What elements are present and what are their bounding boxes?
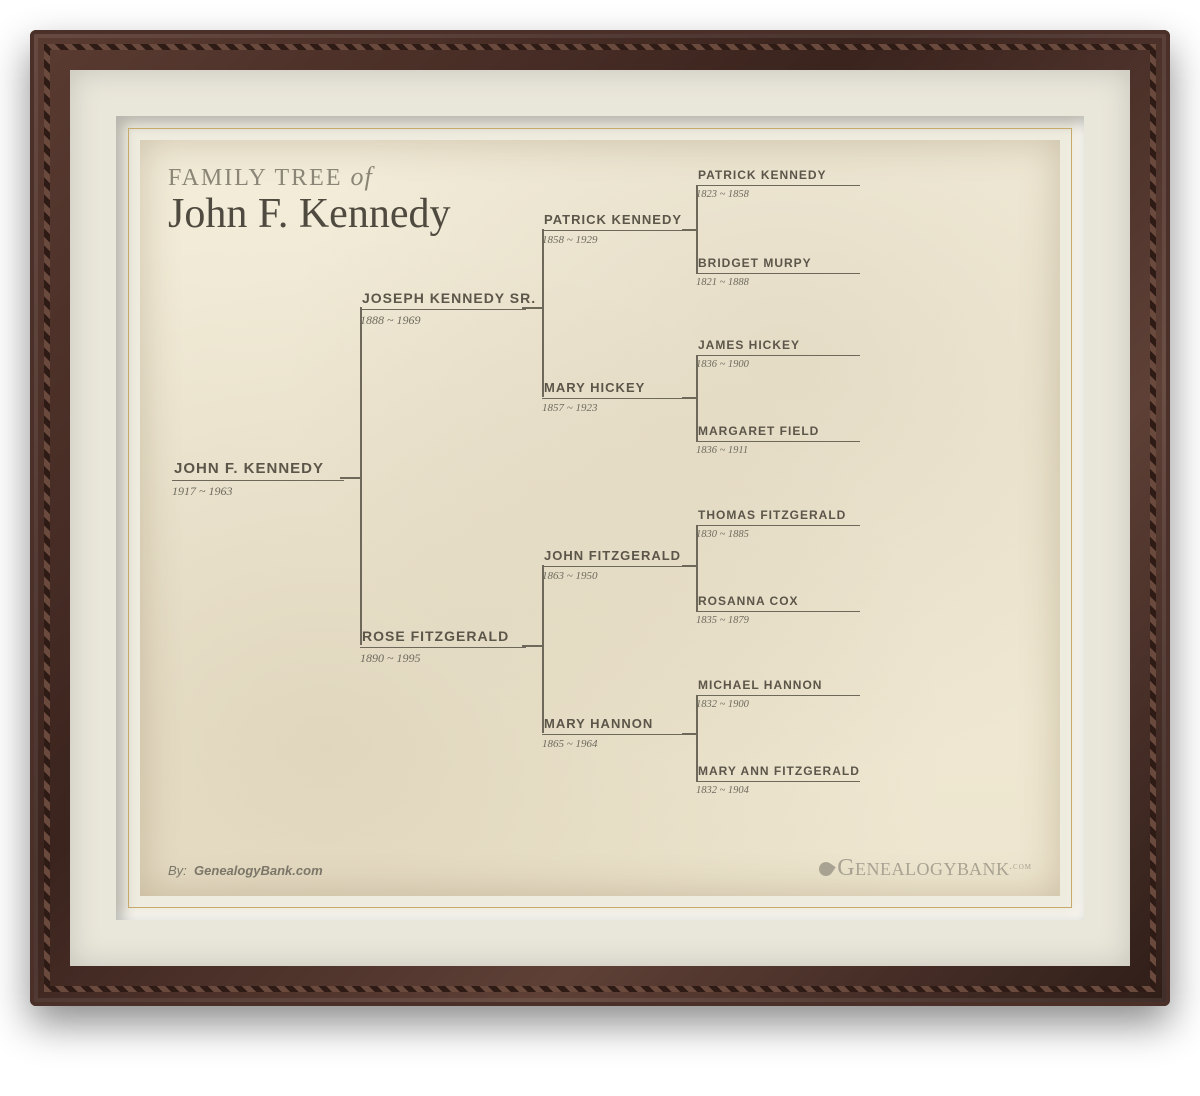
person-node: JOHN FITZGERALD1863 ~ 1950 — [542, 548, 682, 582]
person-name: MARY HICKEY — [542, 380, 686, 399]
title-name: John F. Kennedy — [168, 190, 450, 238]
person-dates: 1821 ~ 1888 — [696, 274, 856, 288]
person-node: MARY HICKEY1857 ~ 1923 — [542, 380, 682, 414]
connector — [360, 307, 362, 645]
connector — [542, 565, 544, 733]
title-block: FAMILY TREE of John F. Kennedy — [168, 162, 450, 238]
person-name: MARY HANNON — [542, 716, 686, 735]
brand-suffix: .com — [1010, 861, 1032, 872]
person-dates: 1830 ~ 1885 — [696, 526, 856, 540]
connector — [682, 565, 696, 567]
person-name: ROSE FITZGERALD — [360, 628, 526, 648]
person-name: MARY ANN FITZGERALD — [696, 764, 860, 782]
person-node: PATRICK KENNEDY1823 ~ 1858 — [696, 168, 856, 200]
byline-source: GenealogyBank.com — [194, 863, 323, 878]
byline: By: GenealogyBank.com — [168, 863, 323, 878]
person-dates: 1823 ~ 1858 — [696, 186, 856, 200]
person-node: MARGARET FIELD1836 ~ 1911 — [696, 424, 856, 456]
person-dates: 1835 ~ 1879 — [696, 612, 856, 626]
title-of: of — [350, 162, 372, 191]
brand-logo: GGenealogyBankENEALOGYBANK.com — [819, 855, 1032, 882]
connector — [696, 525, 698, 611]
person-node: MARY ANN FITZGERALD1832 ~ 1904 — [696, 764, 856, 796]
person-dates: 1890 ~ 1995 — [360, 648, 522, 666]
connector — [696, 355, 698, 441]
person-node: MARY HANNON1865 ~ 1964 — [542, 716, 682, 750]
person-dates: 1917 ~ 1963 — [172, 481, 340, 499]
person-dates: 1865 ~ 1964 — [542, 735, 682, 750]
person-name: ROSANNA COX — [696, 594, 860, 612]
person-name: JOHN F. KENNEDY — [172, 460, 344, 481]
leaf-icon — [816, 859, 835, 878]
person-node: JAMES HICKEY1836 ~ 1900 — [696, 338, 856, 370]
title-pretext: FAMILY TREE of — [168, 162, 450, 192]
connector — [340, 477, 360, 479]
person-node: ROSE FITZGERALD1890 ~ 1995 — [360, 628, 522, 666]
person-name: THOMAS FITZGERALD — [696, 508, 860, 526]
person-node: JOSEPH KENNEDY SR.1888 ~ 1969 — [360, 290, 522, 328]
person-node: BRIDGET MURPY1821 ~ 1888 — [696, 256, 856, 288]
person-dates: 1832 ~ 1900 — [696, 696, 856, 710]
person-name: PATRICK KENNEDY — [542, 212, 686, 231]
connector — [682, 733, 696, 735]
picture-frame: FAMILY TREE of John F. Kennedy JOHN F. K… — [30, 30, 1170, 1006]
connector — [522, 645, 542, 647]
person-dates: 1863 ~ 1950 — [542, 567, 682, 582]
person-dates: 1836 ~ 1900 — [696, 356, 856, 370]
person-name: BRIDGET MURPY — [696, 256, 860, 274]
connector — [522, 307, 542, 309]
person-node: MICHAEL HANNON1832 ~ 1900 — [696, 678, 856, 710]
byline-label: By: — [168, 863, 187, 878]
person-dates: 1836 ~ 1911 — [696, 442, 856, 456]
person-node: JOHN F. KENNEDY1917 ~ 1963 — [172, 460, 340, 499]
person-name: JOSEPH KENNEDY SR. — [360, 290, 526, 310]
connector — [696, 695, 698, 781]
person-dates: 1888 ~ 1969 — [360, 310, 522, 328]
person-name: JAMES HICKEY — [696, 338, 860, 356]
person-node: PATRICK KENNEDY1858 ~ 1929 — [542, 212, 682, 246]
connector — [696, 185, 698, 273]
person-dates: 1858 ~ 1929 — [542, 231, 682, 246]
person-name: MARGARET FIELD — [696, 424, 860, 442]
person-node: THOMAS FITZGERALD1830 ~ 1885 — [696, 508, 856, 540]
person-name: JOHN FITZGERALD — [542, 548, 686, 567]
connector — [542, 229, 544, 397]
person-dates: 1857 ~ 1923 — [542, 399, 682, 414]
paper-canvas: FAMILY TREE of John F. Kennedy JOHN F. K… — [140, 140, 1060, 896]
person-name: PATRICK KENNEDY — [696, 168, 860, 186]
connector — [682, 397, 696, 399]
person-dates: 1832 ~ 1904 — [696, 782, 856, 796]
person-name: MICHAEL HANNON — [696, 678, 860, 696]
title-pre-label: FAMILY TREE — [168, 165, 342, 191]
person-node: ROSANNA COX1835 ~ 1879 — [696, 594, 856, 626]
connector — [682, 229, 696, 231]
